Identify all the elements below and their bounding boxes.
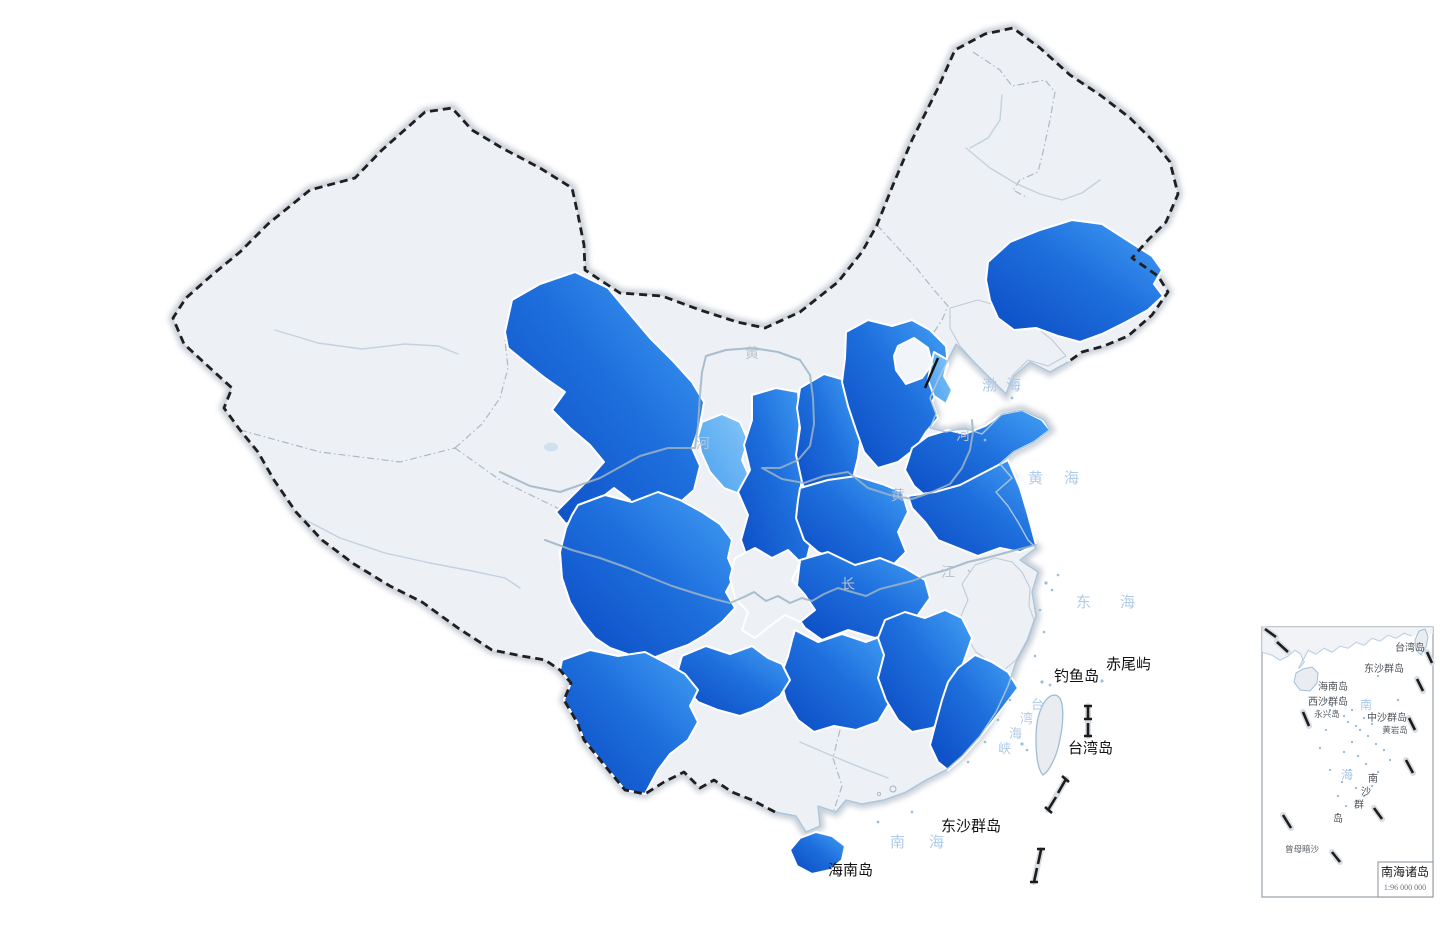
inset-label-zhongsha: 中沙群岛 — [1367, 711, 1407, 724]
inset-nanhai-map: 台湾岛 东沙群岛 海南岛 西沙群岛 永兴岛 南 中沙群岛 黄岩岛 海 南 沙 群… — [1261, 626, 1435, 898]
river-pearl — [799, 741, 889, 779]
river-yangtze — [544, 539, 1037, 604]
province-hunan[interactable] — [779, 629, 891, 733]
label-dongsha: 东沙群岛 — [941, 818, 1001, 835]
province-hainan[interactable] — [789, 831, 846, 875]
macau-dot — [877, 792, 882, 797]
label-taiwan-strait: 台 湾 海 峡 — [998, 697, 1044, 756]
inset-nansha-char-4: 岛 — [1333, 812, 1343, 825]
coastline — [774, 343, 1069, 833]
inset-nansha-char-2: 沙 — [1361, 786, 1371, 798]
svg-text:峡: 峡 — [998, 741, 1011, 756]
inset-label-huangyandao: 黄岩岛 — [1382, 725, 1408, 735]
river-labels: 黄 河 黄 河 长 江 — [696, 345, 970, 593]
inset-title: 南海诸岛 — [1381, 864, 1429, 879]
nine-dash-line — [1030, 703, 1092, 885]
label-huanghe-upper-1: 黄 — [745, 345, 759, 362]
offshore-island-dots — [876, 396, 1104, 824]
label-chiweiyu: 赤尾屿 — [1106, 656, 1151, 673]
svg-text:台: 台 — [1031, 697, 1044, 712]
region-zhejiang[interactable] — [959, 557, 1035, 671]
inset-label-taiwandao: 台湾岛 — [1395, 641, 1425, 654]
label-nanhai: 南海 — [890, 834, 968, 851]
island-labels: 钓鱼岛 赤尾屿 台湾岛 东沙群岛 海南岛 — [828, 656, 1151, 879]
province-fujian[interactable] — [929, 654, 1019, 771]
inset-label-dongsha: 东沙群岛 — [1364, 662, 1404, 675]
river-yellow — [499, 347, 974, 500]
label-changjiang-2: 江 — [941, 565, 955, 581]
label-changjiang-1: 长 — [841, 577, 855, 593]
river-tarim — [274, 329, 459, 355]
beijing-leader-line — [923, 357, 940, 389]
river-songhua — [965, 94, 1101, 201]
inset-scale: 1:96 000 000 — [1384, 883, 1426, 892]
province-jiangsu[interactable] — [907, 459, 1037, 557]
region-chongqing[interactable] — [729, 547, 816, 639]
inset-label-zengmu: 曾母暗沙 — [1285, 844, 1320, 854]
inset-taiwan-island — [1414, 628, 1429, 656]
inset-label-hainandao: 海南岛 — [1318, 680, 1348, 693]
inset-labels: 台湾岛 东沙群岛 海南岛 西沙群岛 永兴岛 南 中沙群岛 黄岩岛 海 南 沙 群… — [1285, 641, 1425, 854]
inset-label-yongxingdao: 永兴岛 — [1314, 709, 1340, 719]
inset-nansha-char-1: 南 — [1368, 772, 1378, 785]
inset-island-dots — [1318, 674, 1400, 816]
svg-text:湾: 湾 — [1020, 711, 1033, 726]
border-xinjiang-tibet — [239, 429, 456, 463]
province-henan[interactable] — [795, 475, 909, 573]
label-huanghai: 黄海 — [1028, 470, 1100, 487]
national-boundary — [171, 26, 1180, 814]
inset-hainan-island — [1293, 666, 1319, 692]
province-yunnan[interactable] — [559, 649, 699, 795]
region-beijing[interactable] — [893, 337, 933, 385]
region-taiwan[interactable] — [1035, 694, 1064, 776]
label-huanghe-upper-2: 河 — [696, 436, 710, 452]
label-donghai: 东海 — [1076, 594, 1164, 611]
border-guangdong-guangxi — [832, 729, 843, 811]
river-tsangpo — [297, 515, 521, 589]
inset-nanhai-char-2: 海 — [1341, 767, 1353, 782]
border-innermongolia-heilongjiang — [876, 224, 949, 333]
hongkong-dot — [889, 785, 897, 793]
label-huanghe-lower-1: 黄 — [891, 487, 905, 504]
label-hainandao: 海南岛 — [828, 862, 873, 879]
inset-eleven-dash-line — [1262, 626, 1435, 865]
border-innermongolia-northeast — [972, 51, 1056, 199]
inset-label-xisha: 西沙群岛 — [1308, 695, 1348, 708]
label-taiwandao: 台湾岛 — [1068, 740, 1113, 757]
label-diaoyudao: 钓鱼岛 — [1054, 667, 1099, 685]
inset-nansha-char-3: 群 — [1354, 798, 1364, 811]
inset-title-box: 南海诸岛 1:96 000 000 — [1377, 861, 1434, 898]
province-jilin[interactable] — [985, 219, 1164, 343]
border-xinjiang-qinghai — [454, 339, 509, 449]
label-huanghe-lower-2: 河 — [956, 428, 970, 444]
inset-mainland — [1262, 627, 1433, 668]
sea-labels: 渤海 黄海 东海 南海 台 湾 海 峡 — [890, 377, 1164, 851]
svg-text:海: 海 — [1009, 726, 1022, 741]
qinghai-lake — [544, 442, 558, 452]
label-bohai: 渤海 — [982, 377, 1030, 394]
inset-nanhai-char-1: 南 — [1360, 697, 1372, 712]
